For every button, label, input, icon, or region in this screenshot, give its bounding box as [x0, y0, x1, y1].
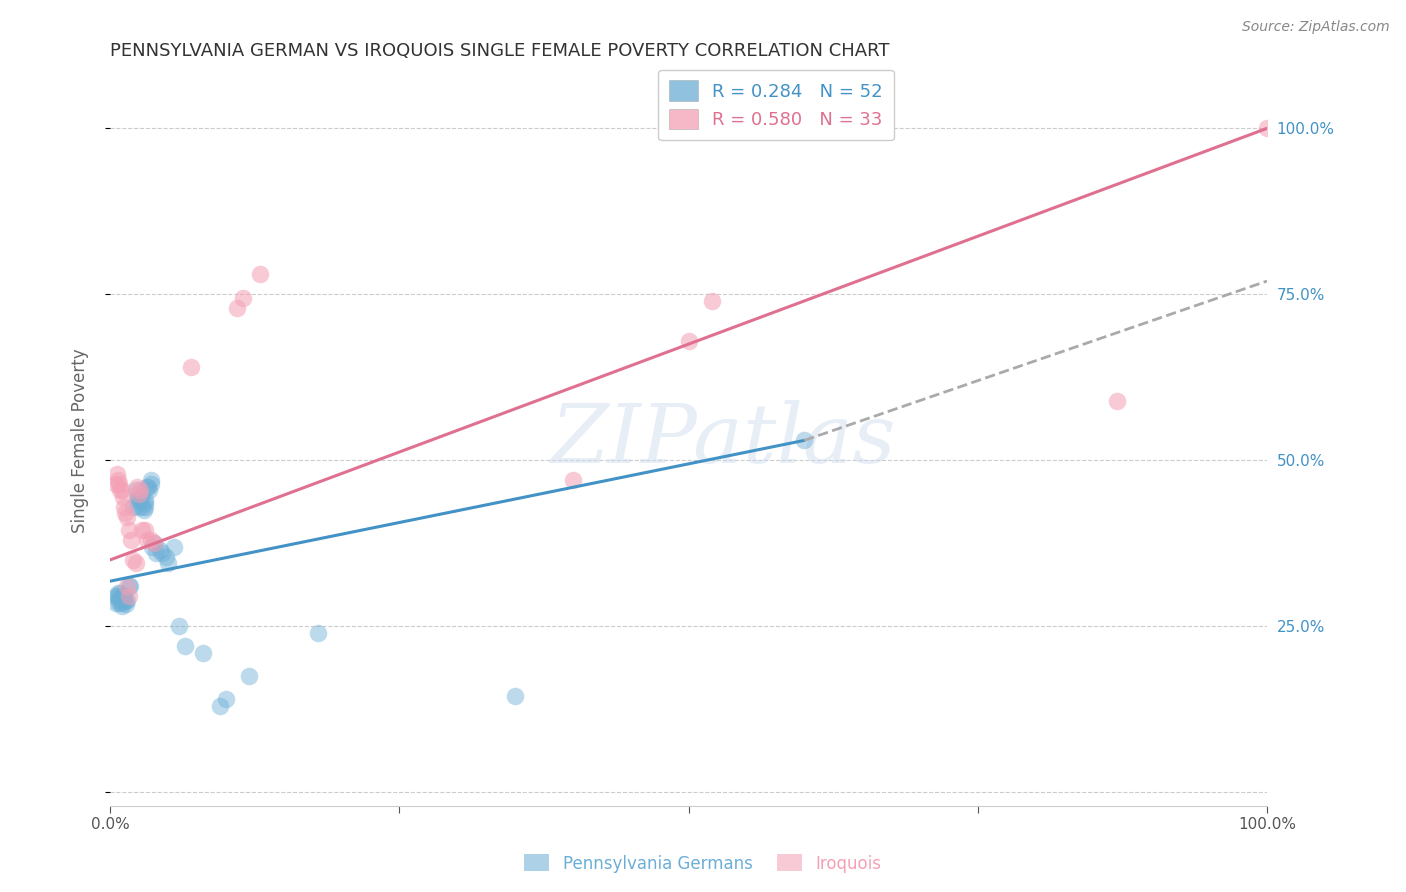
Point [169, 619, 191, 633]
Point [122, 500, 145, 514]
Point [155, 549, 177, 564]
Point [112, 500, 135, 514]
Point [131, 523, 153, 537]
Point [108, 592, 131, 607]
Point [128, 493, 150, 508]
Point [120, 533, 142, 547]
Point [125, 493, 148, 508]
Point [191, 646, 214, 660]
Point [115, 597, 138, 611]
Point [134, 523, 156, 537]
Point [118, 579, 141, 593]
Point [111, 590, 134, 604]
Legend: Pennsylvania Germans, Iroquois: Pennsylvania Germans, Iroquois [517, 847, 889, 880]
Point [117, 523, 139, 537]
Point [114, 507, 136, 521]
Point [132, 503, 155, 517]
Point [139, 476, 162, 491]
Point [1105, 393, 1128, 408]
Point [226, 301, 249, 315]
Point [145, 546, 167, 560]
Y-axis label: Single Female Poverty: Single Female Poverty [72, 348, 89, 533]
Point [129, 483, 152, 498]
Point [180, 360, 202, 375]
Point [793, 434, 815, 448]
Point [108, 596, 131, 610]
Point [124, 483, 146, 498]
Point [139, 473, 162, 487]
Point [127, 490, 149, 504]
Point [136, 533, 159, 547]
Point [112, 590, 135, 604]
Point [131, 490, 153, 504]
Point [112, 592, 135, 607]
Point [117, 592, 139, 607]
Point [141, 540, 163, 554]
Point [107, 586, 129, 600]
Point [108, 476, 131, 491]
Point [238, 669, 260, 683]
Legend: R = 0.284   N = 52, R = 0.580   N = 33: R = 0.284 N = 52, R = 0.580 N = 33 [658, 70, 894, 140]
Point [138, 483, 160, 498]
Point [117, 579, 139, 593]
Point [136, 480, 159, 494]
Point [136, 480, 159, 494]
Point [124, 556, 146, 570]
Point [700, 293, 723, 308]
Point [125, 480, 148, 494]
Point [134, 496, 156, 510]
Point [232, 291, 254, 305]
Point [107, 473, 129, 487]
Point [111, 483, 134, 498]
Point [117, 509, 139, 524]
Point [128, 486, 150, 500]
Point [503, 689, 526, 703]
Point [150, 546, 173, 560]
Point [122, 553, 145, 567]
Point [561, 473, 583, 487]
Point [111, 599, 134, 614]
Point [110, 483, 132, 498]
Point [174, 639, 197, 653]
Point [105, 467, 128, 481]
Point [163, 540, 186, 554]
Point [127, 500, 149, 514]
Point [104, 590, 127, 604]
Point [156, 556, 179, 570]
Point [1256, 121, 1278, 136]
Point [307, 626, 329, 640]
Point [143, 536, 166, 550]
Point [117, 579, 139, 593]
Point [104, 596, 127, 610]
Text: ZIPatlas: ZIPatlas [551, 401, 896, 481]
Point [134, 500, 156, 514]
Point [111, 490, 134, 504]
Point [208, 698, 231, 713]
Point [215, 692, 238, 706]
Text: Source: ZipAtlas.com: Source: ZipAtlas.com [1241, 20, 1389, 34]
Point [107, 590, 129, 604]
Point [143, 536, 166, 550]
Point [110, 586, 132, 600]
Point [131, 500, 153, 514]
Point [114, 594, 136, 608]
Point [111, 591, 134, 605]
Point [678, 334, 700, 348]
Point [149, 543, 172, 558]
Point [249, 268, 271, 282]
Point [134, 493, 156, 508]
Point [139, 533, 162, 547]
Point [111, 596, 134, 610]
Point [117, 590, 139, 604]
Text: PENNSYLVANIA GERMAN VS IROQUOIS SINGLE FEMALE POVERTY CORRELATION CHART: PENNSYLVANIA GERMAN VS IROQUOIS SINGLE F… [110, 42, 890, 60]
Point [104, 476, 127, 491]
